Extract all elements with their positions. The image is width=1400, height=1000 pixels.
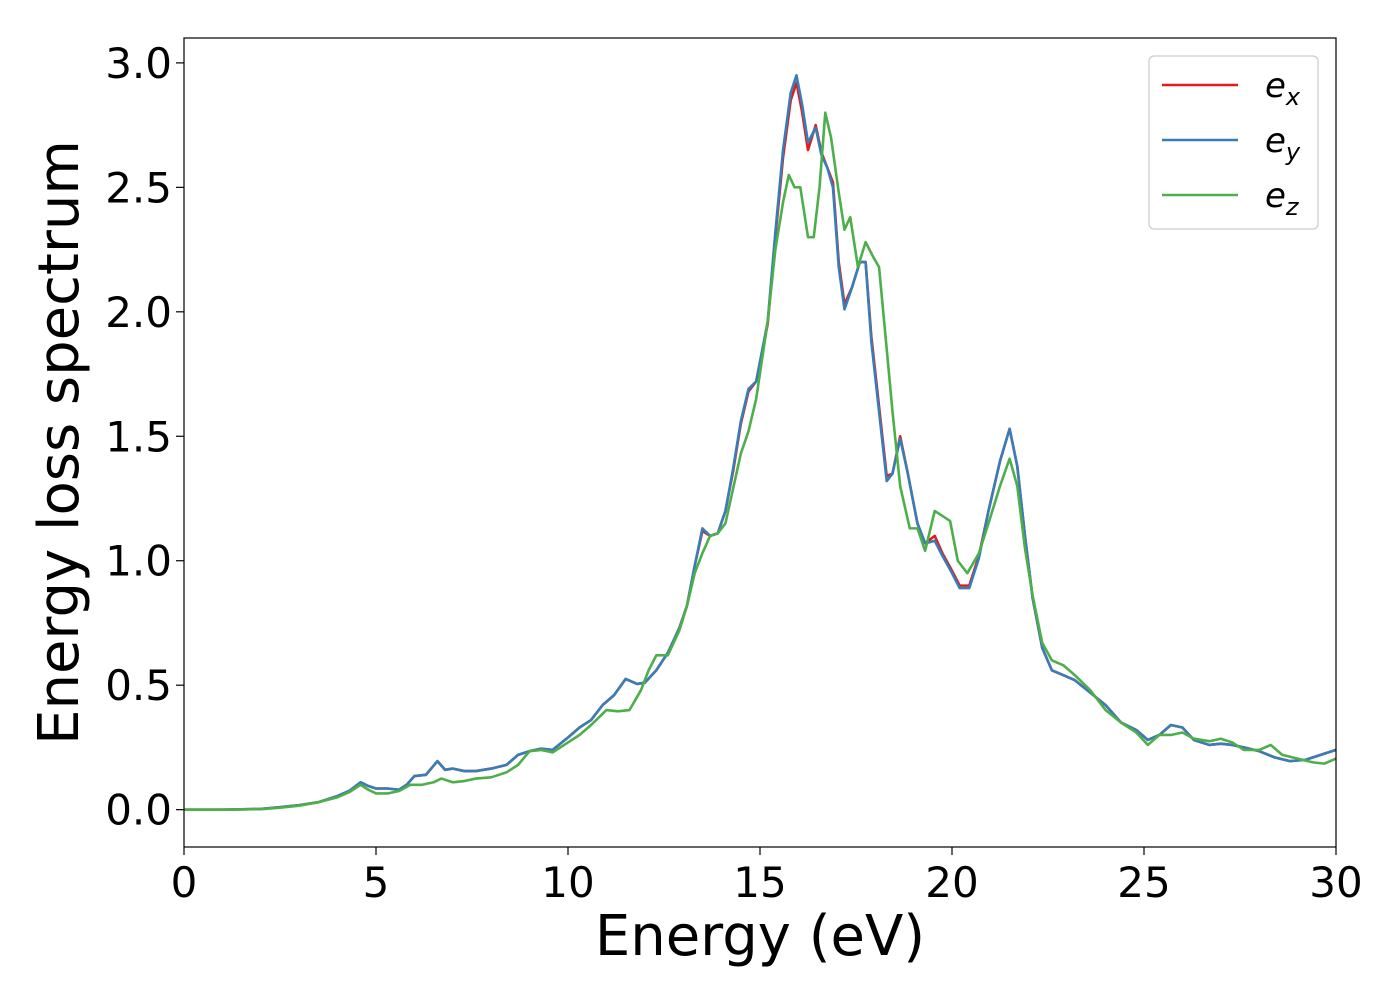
x-tick-label: 10 — [541, 858, 594, 907]
x-tick-label: 20 — [925, 858, 978, 907]
y-axis-title: Energy loss spectrum — [27, 140, 92, 745]
y-tick-label: 1.5 — [105, 412, 172, 461]
legend-box — [1148, 55, 1319, 230]
legend-label-z: ez — [1265, 176, 1300, 221]
x-tick-label: 30 — [1309, 858, 1362, 907]
x-tick-label: 15 — [733, 858, 786, 907]
y-tick-label: 0.5 — [105, 661, 172, 710]
y-tick-label: 0.0 — [105, 786, 172, 835]
y-tick-label: 2.0 — [105, 288, 172, 337]
x-tick-label: 0 — [171, 858, 198, 907]
plot-area — [184, 74, 1336, 811]
x-axis-title: Energy (eV) — [595, 904, 925, 969]
x-axis: 0 5 10 15 20 25 30 — [171, 847, 1363, 907]
y-axis: 0.0 0.5 1.0 1.5 2.0 2.5 3.0 — [105, 39, 184, 835]
y-tick-label: 3.0 — [105, 39, 172, 88]
series-line-z — [184, 111, 1336, 811]
y-tick-label: 1.0 — [105, 537, 172, 586]
y-tick-label: 2.5 — [105, 163, 172, 212]
x-tick-label: 25 — [1117, 858, 1170, 907]
x-tick-label: 5 — [363, 858, 390, 907]
